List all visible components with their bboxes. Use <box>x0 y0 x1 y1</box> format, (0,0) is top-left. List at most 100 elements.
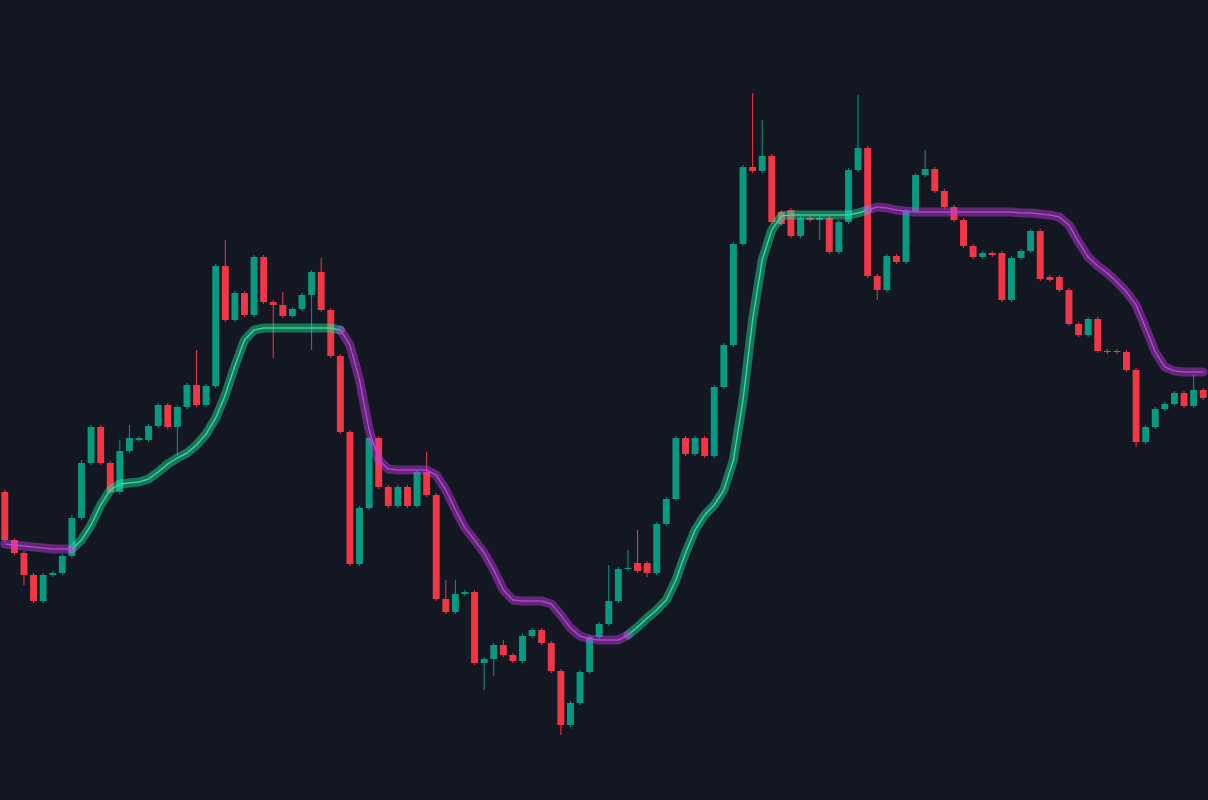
candle-body <box>164 405 172 427</box>
candle-body <box>231 293 239 320</box>
candle-body <box>672 438 680 499</box>
candle-body <box>1017 251 1025 258</box>
candle-body <box>1027 231 1035 251</box>
candle-body <box>106 463 114 492</box>
candle-body <box>490 645 498 659</box>
candle-body <box>749 167 757 171</box>
candle-body <box>49 573 57 575</box>
candle-body <box>653 524 661 573</box>
candle-body <box>480 659 488 663</box>
candle-body <box>864 148 872 276</box>
candle-body <box>279 305 287 316</box>
candle-body <box>816 218 824 220</box>
candle-body <box>1103 351 1111 352</box>
candle-body <box>691 438 699 454</box>
candle-body <box>78 463 85 518</box>
candle-body <box>365 438 373 508</box>
ma-line <box>867 206 1204 373</box>
candle-body <box>202 386 210 405</box>
candle-body <box>557 671 565 725</box>
candle-body <box>825 218 833 252</box>
candle-body <box>921 169 929 175</box>
candle-body <box>125 438 133 451</box>
candle-body <box>116 451 124 492</box>
candle-body <box>269 302 277 305</box>
candle-body <box>528 630 536 636</box>
candle-body <box>1036 231 1044 279</box>
candle-body <box>193 385 200 405</box>
candle-body <box>1199 390 1207 398</box>
candle-body <box>442 599 450 612</box>
candle-body <box>1142 427 1150 442</box>
candle-body <box>768 156 776 222</box>
candle-body <box>221 266 229 320</box>
candle-body <box>413 472 421 506</box>
candle-body <box>614 569 622 601</box>
candle-body <box>1075 324 1083 335</box>
candle-body <box>1 492 9 540</box>
candle-body <box>1190 390 1198 406</box>
candle-body <box>1161 404 1169 409</box>
candle-body <box>988 253 996 255</box>
candle-body <box>883 256 891 290</box>
candle-body <box>940 191 948 207</box>
candle-body <box>375 438 383 487</box>
candle-body <box>1151 409 1159 427</box>
candle-body <box>1094 319 1102 351</box>
candle-body <box>336 356 344 432</box>
candle-body <box>979 253 987 257</box>
candle-body <box>969 246 977 257</box>
candle-body <box>241 293 248 315</box>
candle-body <box>298 295 306 309</box>
candle-body <box>787 210 795 236</box>
candle-body <box>97 427 105 463</box>
candle-body <box>519 636 526 661</box>
candle-body <box>384 487 392 506</box>
candle-body <box>308 272 316 295</box>
candle-body <box>854 148 862 170</box>
candle-body <box>509 655 517 661</box>
candle-body <box>586 637 594 672</box>
candle-body <box>1046 277 1054 280</box>
candle-body <box>1132 370 1140 442</box>
candle-body <box>729 244 737 345</box>
candle-body <box>327 310 335 356</box>
candle-body <box>39 575 47 601</box>
candle-body <box>634 563 642 571</box>
candle-body <box>873 276 881 290</box>
candle-body <box>1170 393 1178 404</box>
candle-body <box>154 405 162 426</box>
candle-body <box>68 518 76 556</box>
candle-body <box>835 222 843 252</box>
ma-line <box>4 543 72 550</box>
candle-body <box>173 407 181 427</box>
candle-body <box>346 432 354 564</box>
candle-body <box>10 540 18 553</box>
candle-body <box>288 309 296 316</box>
candle-body <box>260 257 268 302</box>
candle-body <box>1055 277 1063 290</box>
candle-body <box>806 218 814 220</box>
ma-line <box>339 329 629 641</box>
candle-body <box>1180 393 1188 406</box>
candle-body <box>356 508 363 564</box>
candle-body <box>432 495 440 599</box>
ma-line <box>71 327 341 550</box>
candle-body <box>212 266 220 386</box>
candle-body <box>471 592 479 663</box>
candle-body <box>701 438 709 456</box>
candle-body <box>20 553 28 575</box>
candle-body <box>547 643 555 671</box>
candle-body <box>643 563 651 573</box>
candle-body <box>662 499 670 524</box>
candle-body <box>624 568 632 569</box>
candle-body <box>250 257 258 315</box>
candle-body <box>595 624 603 637</box>
candle-body <box>912 175 920 211</box>
candle-body <box>710 387 718 456</box>
candle-body <box>499 645 507 655</box>
candle-body <box>423 472 431 495</box>
